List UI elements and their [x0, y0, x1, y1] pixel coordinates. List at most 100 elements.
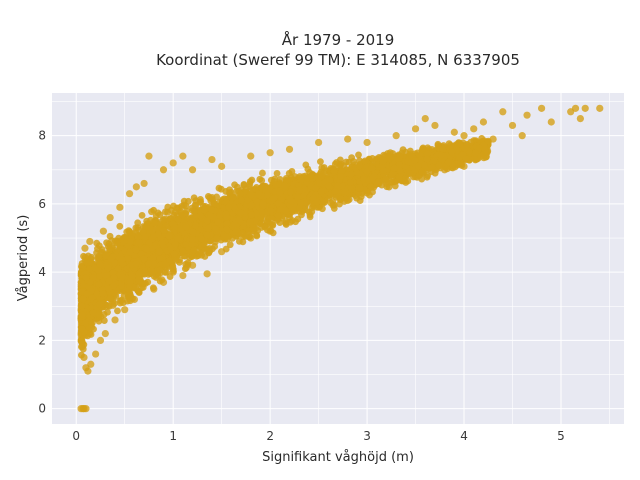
data-point: [242, 232, 249, 240]
data-point: [537, 104, 546, 112]
data-point: [330, 205, 338, 212]
data-point: [499, 108, 507, 116]
data-point: [159, 166, 168, 174]
data-point: [116, 222, 124, 230]
data-point: [380, 167, 387, 174]
data-point: [231, 228, 239, 236]
data-point: [357, 184, 364, 192]
data-point: [418, 175, 426, 183]
data-point: [210, 199, 218, 207]
data-point: [217, 185, 225, 193]
data-point: [282, 221, 290, 228]
data-point: [596, 104, 604, 112]
data-point: [99, 227, 107, 235]
data-point: [196, 212, 204, 220]
data-point: [264, 191, 271, 199]
data-point: [434, 140, 442, 148]
data-point: [95, 253, 102, 261]
data-point: [421, 114, 429, 123]
data-point: [162, 208, 169, 216]
data-point: [315, 138, 323, 147]
data-point: [253, 231, 260, 239]
data-point: [547, 118, 555, 126]
data-point: [273, 169, 281, 177]
data-point: [87, 258, 94, 266]
data-point: [190, 194, 198, 202]
data-point: [269, 221, 276, 229]
data-point: [218, 162, 226, 170]
data-point: [336, 156, 344, 164]
data-point: [267, 176, 275, 184]
data-point: [132, 183, 140, 191]
data-points: [77, 104, 604, 413]
data-point: [262, 182, 269, 190]
data-point: [307, 182, 315, 190]
data-point: [183, 264, 190, 272]
data-point: [101, 329, 109, 338]
data-point: [197, 198, 205, 206]
data-point: [363, 138, 371, 147]
data-point: [149, 284, 157, 292]
data-point: [182, 202, 190, 210]
data-point: [356, 162, 364, 170]
data-point: [344, 135, 352, 143]
data-point: [237, 196, 245, 204]
data-point: [418, 168, 426, 176]
data-point: [129, 230, 137, 238]
data-point: [139, 283, 147, 291]
data-point: [100, 317, 108, 324]
data-point: [229, 193, 237, 201]
data-point: [188, 166, 197, 174]
data-point: [149, 254, 157, 262]
data-point: [240, 180, 248, 188]
data-point: [222, 233, 230, 241]
data-point: [467, 138, 475, 146]
data-point: [318, 198, 326, 206]
data-point: [247, 152, 255, 160]
data-point: [208, 155, 216, 164]
data-point: [292, 218, 299, 226]
data-point: [104, 308, 111, 316]
data-point: [345, 158, 353, 166]
data-point: [581, 104, 589, 112]
data-point: [484, 137, 492, 145]
data-point: [235, 237, 243, 245]
data-point: [87, 360, 95, 368]
data-point: [266, 149, 274, 157]
data-point: [330, 167, 338, 174]
data-point: [84, 367, 92, 375]
data-point: [304, 165, 312, 173]
data-point: [518, 132, 526, 140]
data-point: [267, 207, 275, 215]
data-point: [113, 240, 121, 247]
data-point: [226, 241, 234, 249]
data-point: [246, 178, 254, 185]
data-point: [114, 307, 121, 315]
data-point: [138, 211, 146, 219]
data-point: [213, 235, 221, 243]
data-point: [271, 188, 279, 196]
data-point: [303, 174, 311, 182]
data-point: [86, 237, 94, 246]
data-point: [200, 240, 208, 248]
data-point: [296, 173, 304, 180]
data-point: [576, 114, 584, 123]
data-point: [361, 157, 369, 165]
data-point: [158, 276, 166, 284]
data-point: [424, 172, 432, 179]
data-point: [258, 177, 266, 184]
data-point: [111, 316, 119, 324]
data-point: [118, 282, 126, 290]
data-point: [571, 104, 580, 112]
data-point: [195, 249, 203, 257]
data-point: [223, 220, 231, 228]
data-point: [140, 179, 148, 188]
data-point: [134, 219, 142, 227]
data-point: [121, 306, 129, 314]
data-point: [179, 247, 187, 255]
data-point: [285, 145, 294, 153]
data-point: [96, 336, 105, 344]
data-point: [317, 158, 324, 166]
data-point: [406, 147, 414, 155]
data-point: [450, 128, 458, 136]
